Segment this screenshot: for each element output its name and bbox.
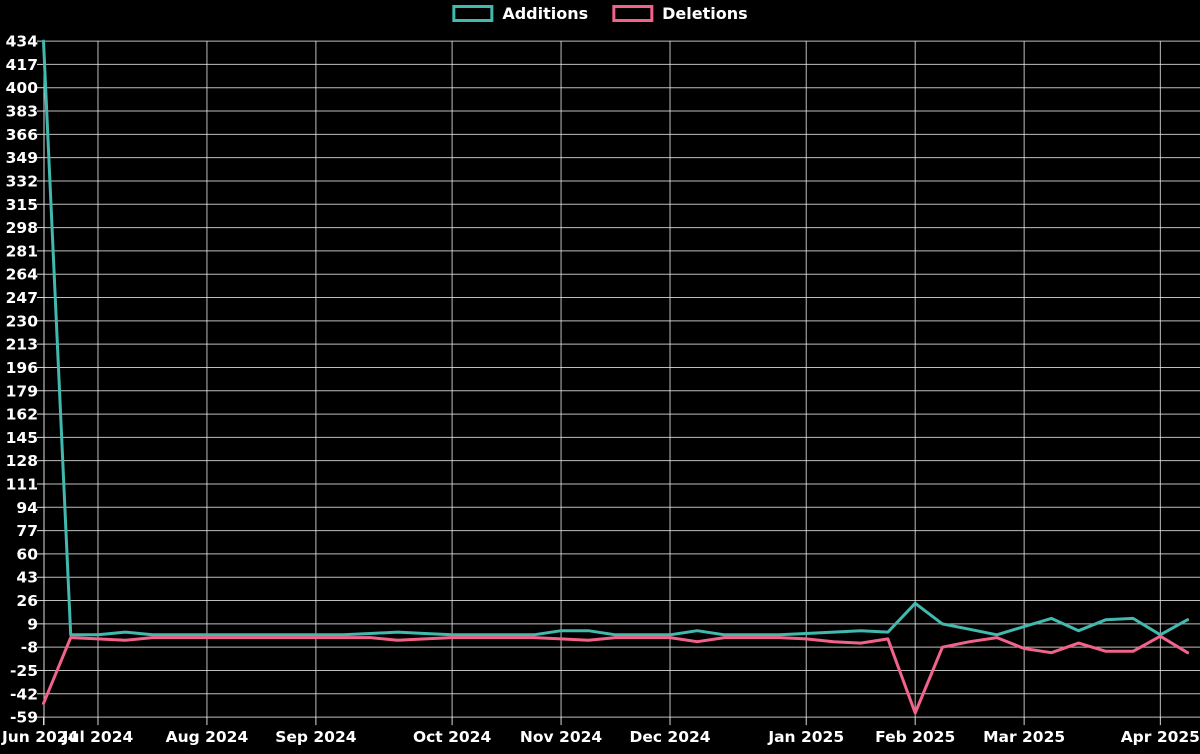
y-tick-label: -42 (10, 685, 38, 703)
y-tick-label: 332 (6, 172, 38, 190)
y-tick-label: 349 (6, 149, 38, 167)
y-tick-label: 77 (16, 522, 38, 540)
y-tick-label: 26 (16, 592, 38, 610)
y-tick-label: 400 (6, 79, 39, 97)
y-tick-label: 196 (6, 359, 38, 377)
y-tick-label: 366 (6, 126, 38, 144)
x-tick-label: Dec 2024 (629, 728, 710, 746)
y-gridlines (44, 40, 1200, 718)
x-tick-label: Oct 2024 (413, 728, 492, 746)
y-tick-label: 298 (6, 219, 38, 237)
y-tick-label: 111 (6, 475, 38, 493)
x-tick-label: Jun 2024 (1, 728, 79, 746)
y-tick-label: 9 (27, 615, 38, 633)
y-tick-label: 434 (6, 33, 39, 51)
y-tick-label: 145 (6, 429, 38, 447)
x-tick-label: Nov 2024 (520, 728, 602, 746)
y-tick-label: -8 (21, 639, 38, 657)
y-tick-label: 213 (6, 336, 38, 354)
x-tick-label: Mar 2025 (983, 728, 1065, 746)
x-tick-label: Apr 2025 (1121, 728, 1200, 746)
x-tick-label: Jan 2025 (767, 728, 844, 746)
y-axis-labels: -59 -42 -25 -8 9 26 43 60 77 94 111 128 145 162 179 196… (6, 33, 39, 727)
y-tick-label: 264 (6, 266, 39, 284)
deletions-legend-label: Deletions (662, 3, 748, 23)
deletions-line (42, 634, 1190, 715)
y-tick-label: 43 (16, 569, 38, 587)
x-tick-label: Aug 2024 (166, 728, 249, 746)
y-tick-label: 230 (6, 312, 39, 330)
additions-line (42, 39, 1190, 637)
y-tick-label: 247 (6, 289, 38, 307)
additions-swatch (452, 5, 494, 22)
legend-item-deletions[interactable]: Deletions (612, 5, 748, 22)
axes (37, 40, 1161, 726)
y-tick-label: 162 (6, 406, 38, 424)
y-tick-label: 417 (6, 56, 38, 74)
x-tick-label: Jul 2024 (62, 728, 134, 746)
deletions-swatch (612, 5, 654, 22)
y-tick-label: 60 (16, 545, 38, 563)
additions-legend-label: Additions (502, 3, 589, 23)
y-tick-label: -59 (10, 709, 38, 727)
chart-legend: Additions Deletions (452, 5, 748, 22)
y-tick-label: -25 (10, 662, 38, 680)
x-tick-label: Feb 2025 (875, 728, 955, 746)
legend-item-additions[interactable]: Additions (452, 5, 588, 22)
y-tick-label: 315 (6, 196, 38, 214)
y-tick-label: 94 (16, 499, 38, 517)
x-tick-label: Sep 2024 (275, 728, 357, 746)
y-tick-label: 128 (6, 452, 38, 470)
y-tick-label: 383 (6, 103, 38, 121)
y-tick-label: 281 (6, 242, 38, 260)
y-tick-label: 179 (6, 382, 38, 400)
